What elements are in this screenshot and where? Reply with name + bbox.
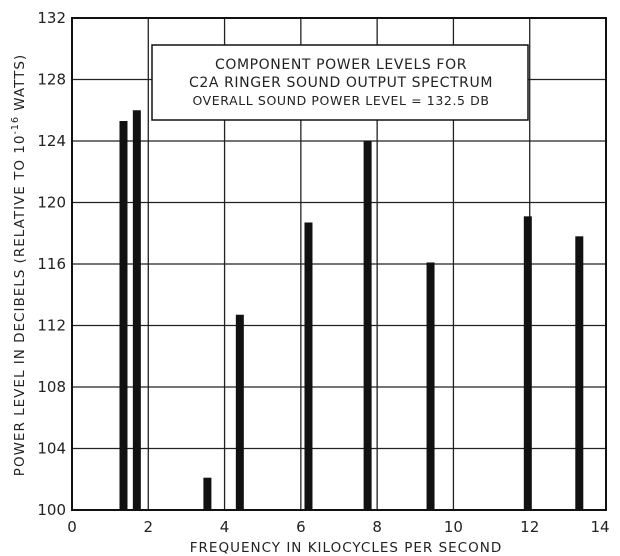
x-tick-label-7: 14	[590, 518, 609, 536]
x-tick-label-1: 2	[144, 518, 154, 536]
x-tick-label-4: 8	[372, 518, 382, 536]
y-axis-title-suffix: WATTS)	[12, 54, 28, 116]
y-axis-title: POWER LEVEL IN DECIBELS (RELATIVE TO 10-…	[10, 54, 28, 476]
y-tick-label-6: 124	[37, 132, 66, 150]
y-tick-label-0: 100	[37, 501, 66, 519]
annotation-line-2: C2A RINGER SOUND OUTPUT SPECTRUM	[189, 75, 493, 91]
x-tick-label-5: 10	[444, 518, 463, 536]
y-tick-label-3: 112	[37, 317, 66, 335]
x-tick-label-2: 4	[220, 518, 230, 536]
bar-1	[132, 110, 141, 510]
x-tick-labels: 0 2 4 6 8 10 12 14	[67, 518, 609, 536]
y-tick-label-7: 128	[37, 71, 66, 89]
bar-4	[304, 222, 313, 511]
y-tick-labels: 100 104 108 112 116 120 124 128 132	[37, 9, 66, 519]
bar-6	[426, 262, 435, 510]
x-tick-label-6: 12	[520, 518, 539, 536]
y-axis-title-main: POWER LEVEL IN DECIBELS (RELATIVE TO 10	[12, 135, 28, 477]
bar-7	[523, 216, 532, 510]
bars	[119, 110, 584, 511]
y-tick-label-5: 120	[37, 194, 66, 212]
bar-5	[363, 141, 372, 510]
y-tick-label-8: 132	[37, 9, 66, 27]
y-tick-label-4: 116	[37, 255, 66, 273]
bar-0	[119, 121, 128, 510]
x-axis-title: FREQUENCY IN KILOCYCLES PER SECOND	[190, 540, 502, 556]
annotation-line-3: OVERALL SOUND POWER LEVEL = 132.5 DB	[192, 93, 489, 108]
annotation-line-1: COMPONENT POWER LEVELS FOR	[215, 57, 467, 73]
bar-3	[235, 314, 244, 510]
y-tick-label-2: 108	[37, 378, 66, 396]
y-axis-title-exponent: -16	[10, 116, 21, 135]
bar-2	[203, 477, 212, 510]
x-tick-label-3: 6	[296, 518, 306, 536]
x-tick-label-0: 0	[67, 518, 77, 536]
y-tick-label-1: 104	[37, 440, 66, 458]
plot-frame	[71, 17, 607, 511]
annotation-box: COMPONENT POWER LEVELS FOR C2A RINGER SO…	[151, 44, 529, 121]
bar-8	[575, 236, 584, 510]
